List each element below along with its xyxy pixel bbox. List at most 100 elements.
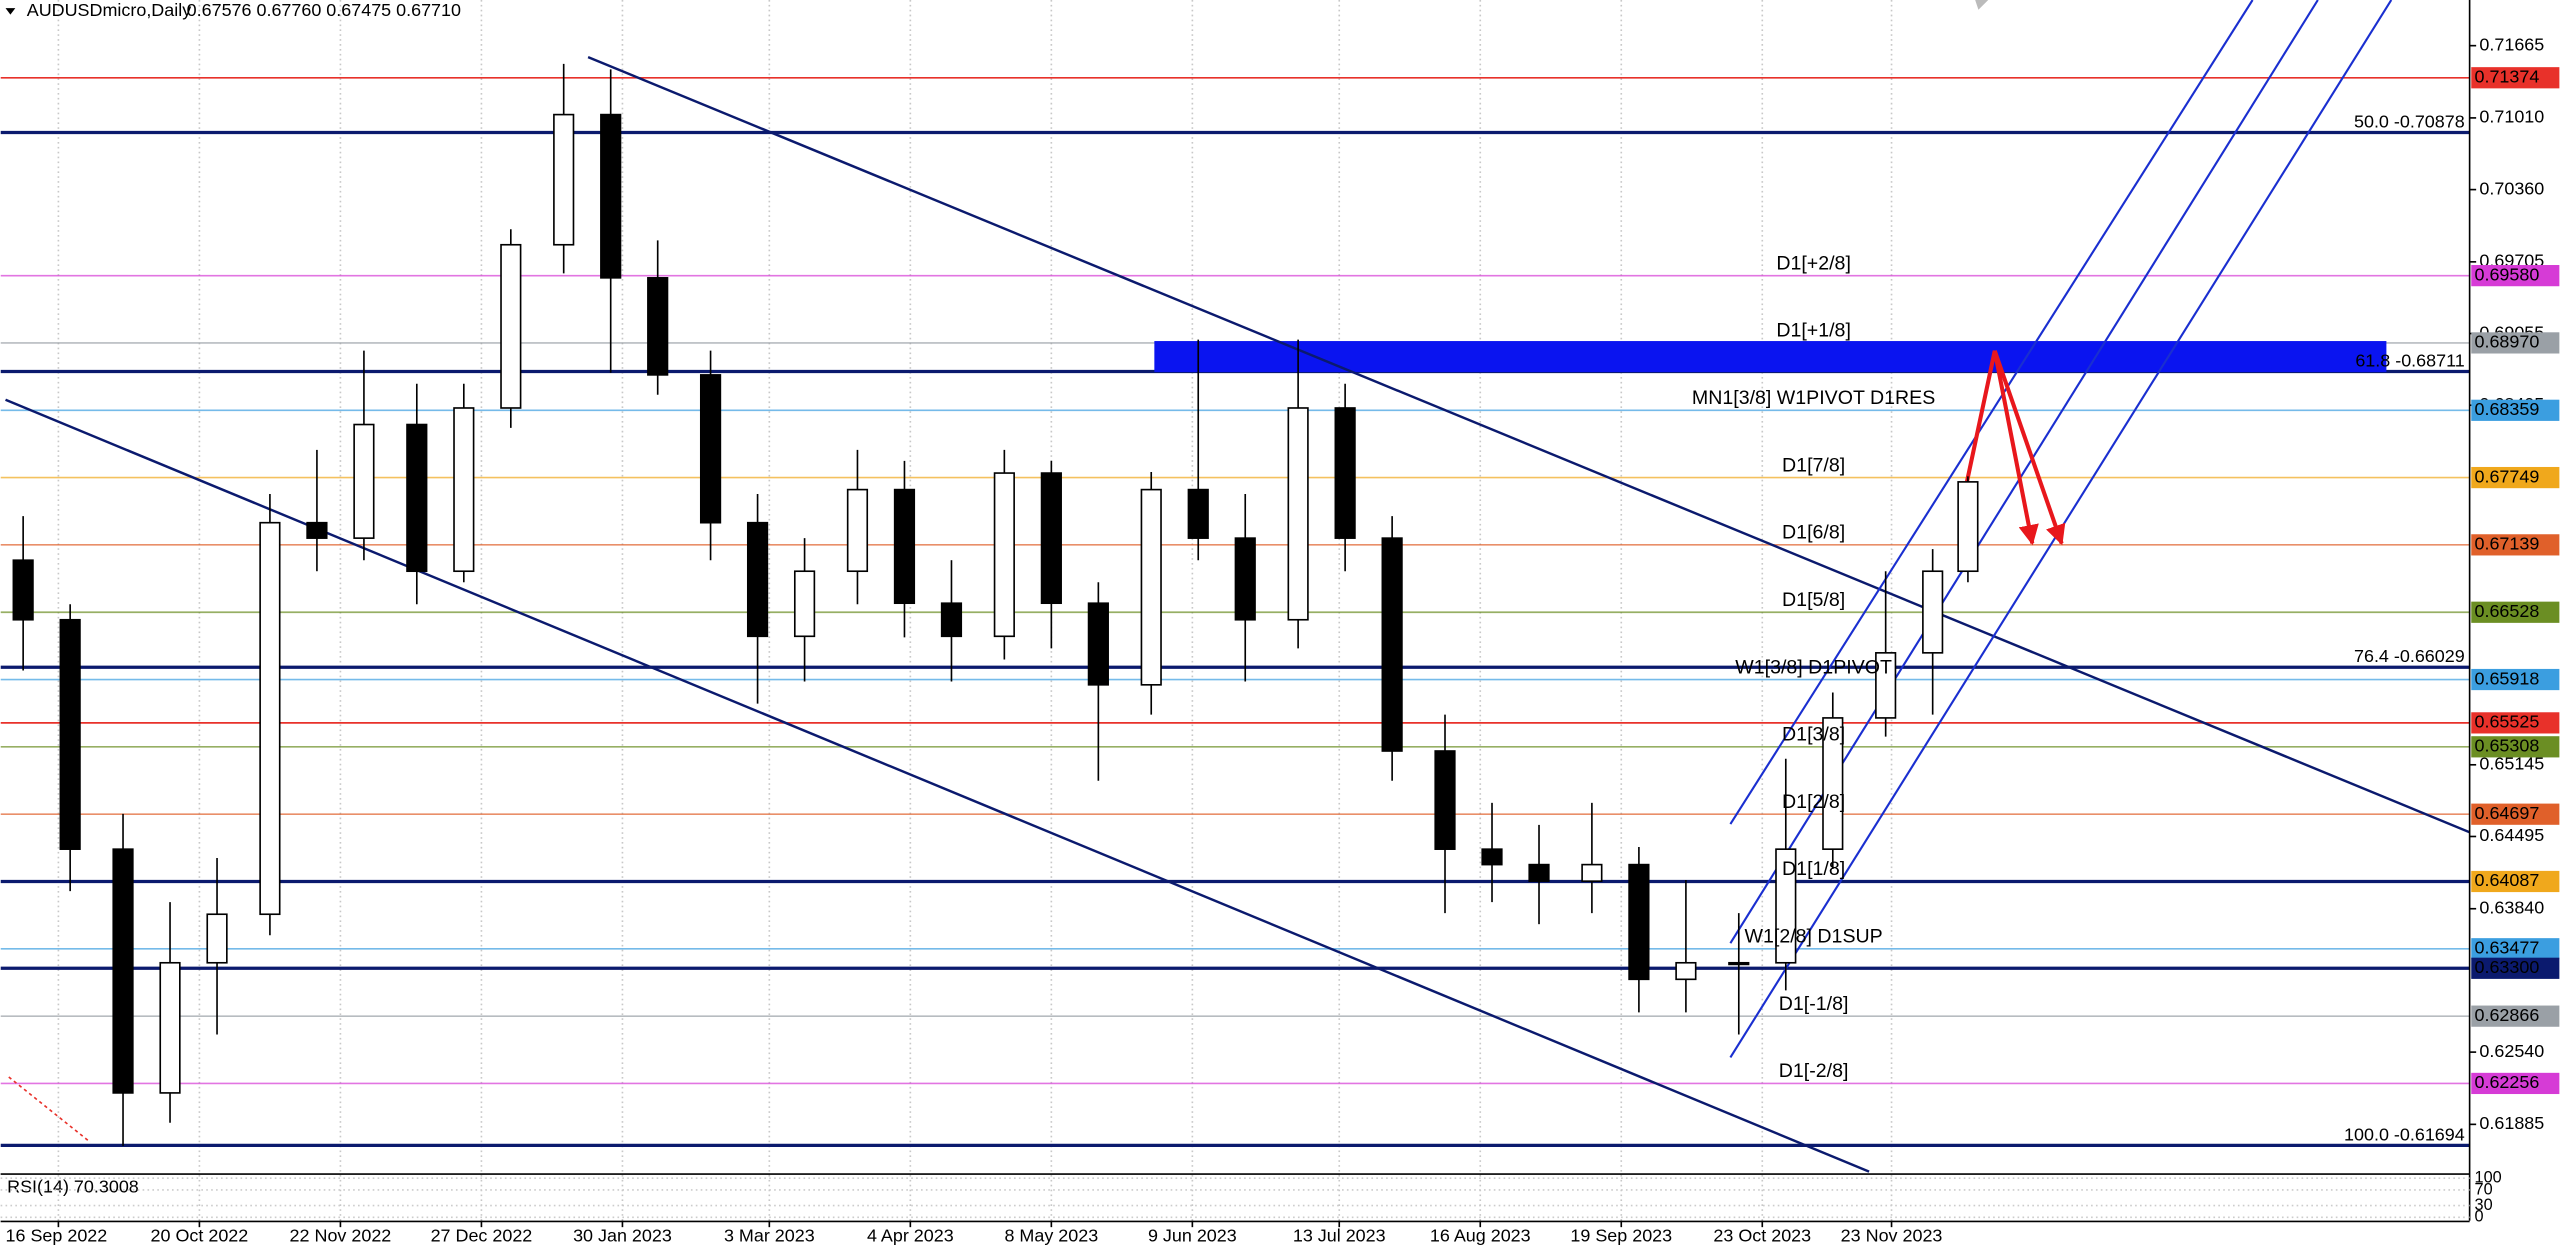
y-tick-label: 0.71010	[2479, 107, 2544, 127]
price-box	[2471, 938, 2560, 960]
rsi-tick-label: 70	[2475, 1180, 2493, 1198]
x-tick-label: 9 Jun 2023	[1148, 1226, 1237, 1246]
candle-body	[1481, 848, 1503, 866]
candle-body	[993, 472, 1015, 638]
fib-label: 61.8 -0.68711	[2355, 350, 2464, 370]
dotted-trendline	[8, 1076, 91, 1143]
candle-body	[1287, 407, 1309, 621]
candle-body	[1922, 570, 1944, 654]
x-tick-label: 27 Dec 2022	[431, 1226, 533, 1246]
price-box-label: 0.67139	[2475, 534, 2540, 554]
channel-line	[1729, 0, 2254, 825]
candle-body	[846, 488, 869, 573]
price-box-label: 0.64697	[2475, 803, 2540, 823]
candle-body	[12, 559, 34, 621]
axes: 16 Sep 2022 20 Oct 2022 22 Nov 2022 27 Dec …	[0, 34, 2560, 1246]
candle-body	[353, 423, 375, 539]
candle-body	[1187, 488, 1209, 539]
level-name: W1[2/8] D1SUP	[1745, 926, 1883, 948]
price-box-label: 0.65525	[2475, 712, 2540, 732]
candle-body	[1087, 602, 1109, 686]
candle-body	[306, 521, 328, 539]
price-box	[2471, 332, 2560, 354]
zone-rectangle	[1154, 341, 2387, 373]
shift-marker	[1975, 0, 1989, 10]
fib-label: 76.4 -0.66029	[2354, 646, 2465, 666]
candle-body	[699, 374, 722, 524]
x-tick-label: 19 Sep 2023	[1570, 1226, 1672, 1246]
candle-body	[893, 488, 916, 605]
price-box	[2471, 534, 2560, 556]
price-box-label: 0.62256	[2475, 1072, 2540, 1092]
price-box-label: 0.63300	[2475, 957, 2540, 977]
price-box	[2471, 67, 2560, 89]
price-box	[2471, 803, 2560, 825]
menu-icon[interactable]	[5, 8, 16, 15]
candle-body	[112, 848, 134, 1094]
price-box	[2471, 957, 2560, 979]
candle-body	[59, 618, 81, 850]
candle-body	[600, 113, 622, 279]
price-box	[2471, 1072, 2560, 1095]
price-box	[2471, 466, 2560, 489]
price-box-label: 0.68970	[2475, 332, 2540, 352]
price-box-label: 0.65918	[2475, 668, 2540, 688]
price-box-label: 0.66528	[2475, 601, 2540, 621]
price-box-label: 0.63477	[2475, 937, 2540, 957]
level-name: D1[+1/8]	[1776, 320, 1851, 342]
candle-body	[1040, 472, 1062, 605]
rsi-tick-label: 0	[2475, 1208, 2484, 1226]
level-name: D1[-1/8]	[1779, 993, 1849, 1015]
candle-body	[1822, 717, 1844, 850]
price-box-label: 0.69580	[2475, 264, 2540, 284]
x-tick-label: 16 Aug 2023	[1430, 1226, 1531, 1246]
y-tick-label: 0.63840	[2479, 897, 2544, 917]
x-tick-label: 23 Nov 2023	[1841, 1226, 1943, 1246]
price-box	[2471, 1005, 2560, 1027]
rsi-tick-label: 30	[2475, 1196, 2493, 1214]
level-labels: D1[+2/8] D1[+1/8] MN1[3/8] W1PIVOT D1RES D1…	[1692, 111, 2465, 1144]
fib-label: 100.0 -0.61694	[2344, 1124, 2465, 1144]
x-tick-label: 23 Oct 2023	[1713, 1226, 1811, 1246]
trendline	[587, 55, 2470, 834]
price-box	[2471, 265, 2560, 287]
price-box-label: 0.64087	[2475, 870, 2540, 890]
candle-body	[1875, 652, 1897, 719]
candle-body	[159, 961, 181, 1094]
x-tick-label: 13 Jul 2023	[1293, 1226, 1386, 1246]
x-tick-label: 16 Sep 2022	[6, 1226, 108, 1246]
rsi-label: RSI(14) 70.3008	[7, 1177, 139, 1197]
candle-body	[1334, 407, 1356, 539]
level-name: D1[3/8]	[1782, 724, 1845, 746]
candle-body	[647, 277, 669, 376]
candle-body	[1434, 750, 1456, 850]
level-name: D1[1/8]	[1782, 858, 1845, 880]
price-box	[2471, 736, 2560, 758]
y-tick-label: 0.65145	[2479, 754, 2544, 774]
y-tick-label: 0.64495	[2479, 825, 2544, 845]
rsi-tick-label: 100	[2475, 1169, 2502, 1187]
candle-body	[1381, 537, 1403, 752]
price-box	[2471, 870, 2560, 893]
candle-body	[500, 243, 522, 409]
candle-body	[453, 407, 475, 573]
fib-label: 50.0 -0.70878	[2354, 111, 2465, 131]
level-name: D1[2/8]	[1782, 791, 1845, 813]
candle-body	[1775, 848, 1797, 964]
y-tick-label: 0.71665	[2479, 34, 2544, 54]
level-name: MN1[3/8] W1PIVOT D1RES	[1692, 387, 1935, 409]
candle-body	[1234, 537, 1256, 621]
candle-body	[940, 602, 963, 638]
candle-body	[406, 423, 428, 573]
candle-body	[206, 913, 228, 964]
level-name: D1[+2/8]	[1776, 252, 1851, 274]
x-tick-label: 20 Oct 2022	[151, 1226, 249, 1246]
candle-body	[1628, 863, 1650, 981]
candle-body	[259, 521, 281, 916]
x-tick-label: 22 Nov 2022	[290, 1226, 392, 1246]
y-tick-label: 0.62540	[2479, 1041, 2544, 1061]
candle-body	[1675, 961, 1697, 981]
candle-body	[1581, 863, 1603, 882]
candle-body	[1140, 488, 1162, 686]
